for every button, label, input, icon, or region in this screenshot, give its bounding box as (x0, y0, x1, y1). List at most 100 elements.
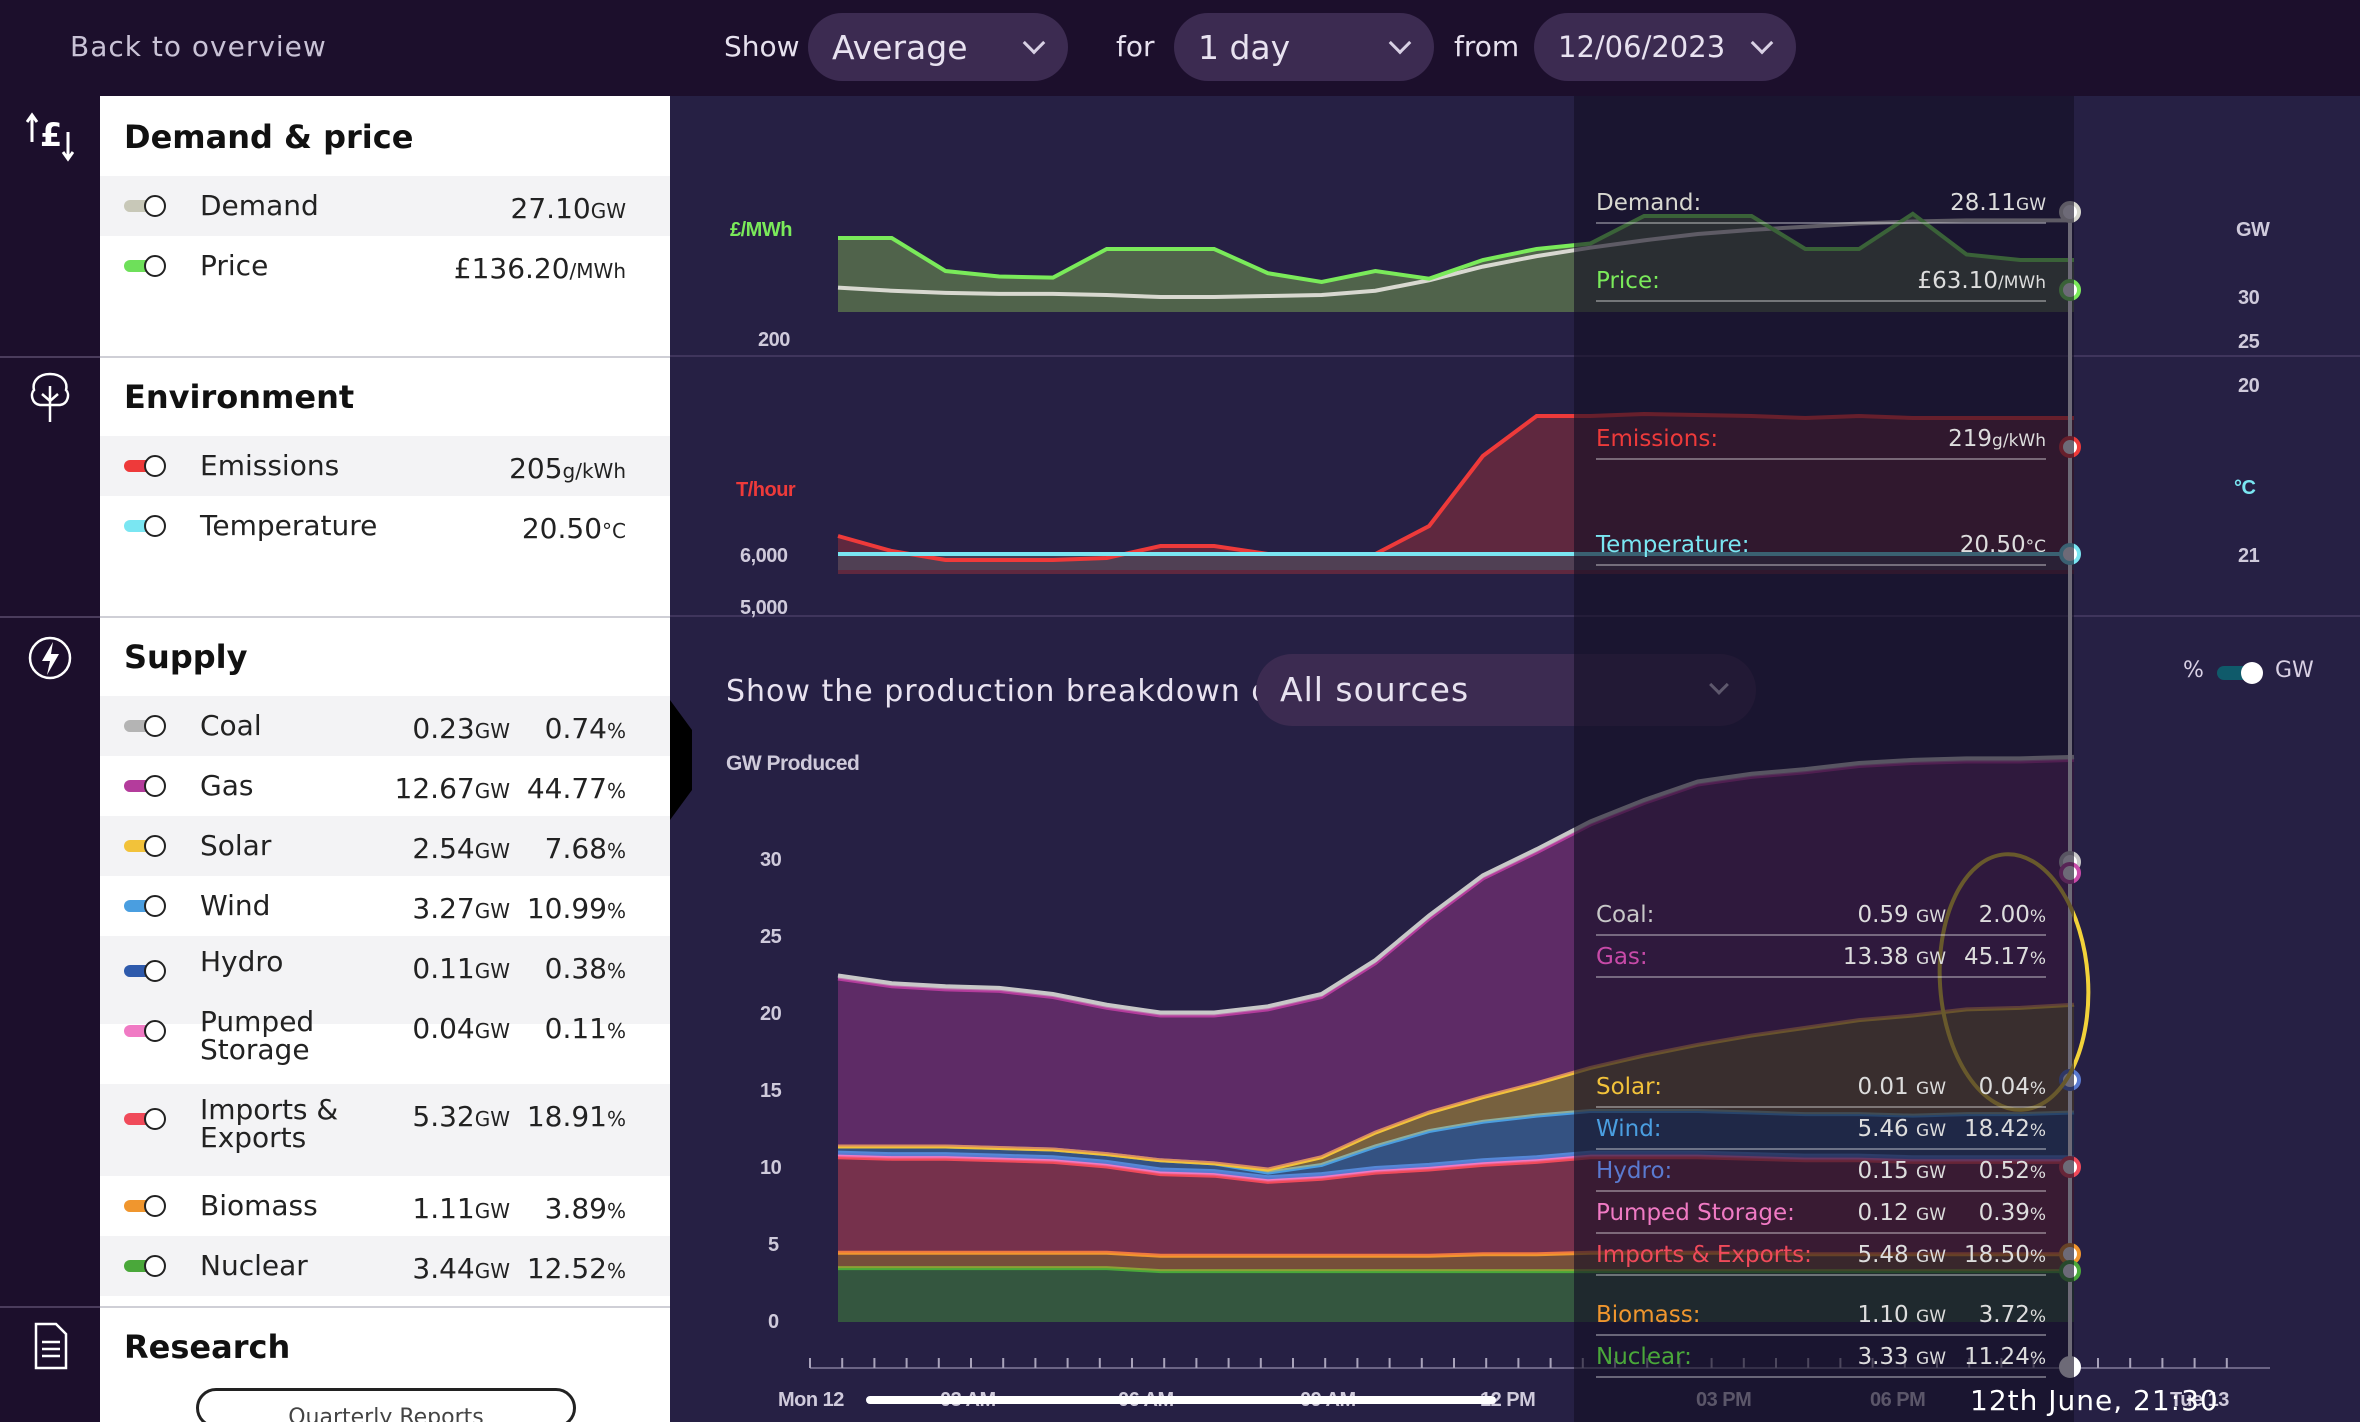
series-toggle[interactable] (124, 1195, 170, 1217)
supply-pct-value: 10.99% (526, 892, 626, 925)
time-tick-label: 12 PM (1480, 1389, 1535, 1411)
supply-tick-label: 10 (760, 1157, 782, 1179)
chevron-down-icon (1388, 31, 1412, 55)
series-toggle[interactable] (124, 835, 170, 857)
timeline-scrubber[interactable] (866, 1396, 1496, 1404)
from-label: from (1454, 30, 1520, 63)
hover-supply-row: Pumped Storage: 0.12 GW 0.39% (1596, 1198, 2046, 1234)
emissions-tick-label: 6,000 (740, 545, 788, 567)
supply-pct-value: 18.91% (526, 1100, 626, 1133)
supply-row: Hydro 0.11GW 0.38% (100, 936, 670, 1024)
hover-time-label: 12th June, 21:30 (1970, 1384, 2219, 1417)
metric-row-demand: Demand 27.10GW (100, 176, 670, 236)
series-toggle[interactable] (124, 775, 170, 797)
hover-emissions: Emissions: 219g/kWh (1596, 424, 2046, 460)
supply-row: Biomass 1.11GW 3.89% (100, 1176, 670, 1236)
hover-price: Price: £63.10/MWh (1596, 266, 2046, 302)
series-toggle-demand[interactable] (124, 195, 170, 217)
show-label: Show (724, 30, 800, 63)
series-toggle-temperature[interactable] (124, 515, 170, 537)
emissions-axis-title: T/hour (736, 479, 796, 501)
supply-label: Biomass (200, 1189, 318, 1222)
series-toggle-emissions[interactable] (124, 455, 170, 477)
metric-label: Temperature (200, 509, 378, 542)
supply-gw-value: 12.67GW (394, 772, 510, 805)
chevron-down-icon (1750, 31, 1774, 55)
supply-pct-value: 3.89% (544, 1192, 626, 1225)
show-dropdown[interactable]: Average (808, 13, 1068, 81)
supply-pct-value: 0.11% (544, 1012, 626, 1045)
gw-toggle-label: GW (2275, 658, 2314, 683)
for-label: for (1116, 30, 1155, 63)
supply-gw-value: 1.11GW (412, 1192, 510, 1225)
supply-gw-value: 3.27GW (412, 892, 510, 925)
supply-label: Imports & Exports (200, 1093, 339, 1154)
supply-pct-value: 12.52% (526, 1252, 626, 1285)
series-toggle[interactable] (124, 1108, 170, 1130)
for-dropdown-value: 1 day (1198, 27, 1291, 67)
document-icon (26, 1318, 74, 1374)
panel-collapse-notch[interactable] (670, 700, 692, 820)
hover-supply-row: Nuclear: 3.33 GW 11.24% (1596, 1342, 2046, 1378)
series-toggle[interactable] (124, 895, 170, 917)
series-toggle[interactable] (124, 1255, 170, 1277)
emissions-tick-label: 5,000 (740, 597, 788, 619)
hover-temperature: Temperature: 20.50°C (1596, 530, 2046, 566)
metrics-panel: Demand & price Demand 27.10GW Price £136… (100, 96, 670, 1422)
supply-label: Wind (200, 889, 271, 922)
quarterly-reports-button[interactable]: Quarterly Reports (196, 1388, 576, 1422)
hover-supply-row: Coal: 0.59 GW 2.00% (1596, 900, 2046, 936)
from-date-value: 12/06/2023 (1558, 30, 1726, 64)
rail-divider (0, 1306, 100, 1308)
percent-gw-toggle[interactable]: % GW (2183, 658, 2343, 698)
section-divider (100, 356, 670, 358)
section-title-demand-price: Demand & price (124, 118, 414, 156)
metric-label: Emissions (200, 449, 340, 482)
temperature-tick-label: 21 (2238, 545, 2260, 567)
for-dropdown[interactable]: 1 day (1174, 13, 1434, 81)
unit-toggle-knob (2241, 662, 2263, 684)
top-bar: Back to overview Show Average for 1 day … (0, 0, 2360, 96)
section-title-environment: Environment (124, 378, 355, 416)
hover-demand: Demand: 28.11GW (1596, 188, 2046, 224)
series-toggle[interactable] (124, 960, 170, 982)
supply-label: Pumped Storage (200, 1005, 315, 1066)
supply-tick-label: 30 (760, 849, 782, 871)
series-toggle[interactable] (124, 1020, 170, 1042)
temperature-axis-title: °C (2234, 477, 2255, 499)
from-date-dropdown[interactable]: 12/06/2023 (1534, 13, 1796, 81)
supply-gw-value: 3.44GW (412, 1252, 510, 1285)
metric-label: Price (200, 249, 269, 282)
gw-tick-label: 20 (2238, 375, 2260, 397)
lightning-bolt-icon (26, 630, 74, 686)
charts-area: £/MWh 200 GW 30 25 20 T/hour 6,000 5,000 °C 21 GW P… (670, 96, 2360, 1422)
section-title-supply: Supply (124, 638, 248, 676)
supply-row: Pumped Storage 0.04GW 0.11% (100, 996, 670, 1084)
section-title-research: Research (124, 1328, 291, 1366)
breakdown-label: Show the production breakdown of (726, 674, 1283, 709)
back-to-overview-link[interactable]: Back to overview (70, 30, 327, 63)
supply-axis-title: GW Produced (726, 752, 859, 775)
hover-supply-row: Wind: 5.46 GW 18.42% (1596, 1114, 2046, 1150)
svg-text:£: £ (40, 116, 62, 154)
metric-value: 27.10GW (510, 192, 626, 225)
supply-tick-label: 20 (760, 1003, 782, 1025)
supply-label: Solar (200, 829, 272, 862)
supply-tick-label: 0 (768, 1311, 779, 1333)
show-dropdown-value: Average (832, 27, 968, 67)
supply-row: Nuclear 3.44GW 12.52% (100, 1236, 670, 1296)
metric-row-price: Price £136.20/MWh (100, 236, 670, 296)
series-toggle-price[interactable] (124, 255, 170, 277)
rail-divider (0, 356, 100, 358)
supply-row: Wind 3.27GW 10.99% (100, 876, 670, 936)
supply-row: Solar 2.54GW 7.68% (100, 816, 670, 876)
rail-divider (0, 616, 100, 618)
hover-supply-row: Imports & Exports: 5.48 GW 18.50% (1596, 1240, 2046, 1276)
supply-pct-value: 0.74% (544, 712, 626, 745)
time-tick-label: Mon 12 (778, 1389, 844, 1411)
series-toggle[interactable] (124, 715, 170, 737)
section-divider (100, 1306, 670, 1308)
metric-row-emissions: Emissions 205g/kWh (100, 436, 670, 496)
tree-icon (26, 368, 74, 424)
